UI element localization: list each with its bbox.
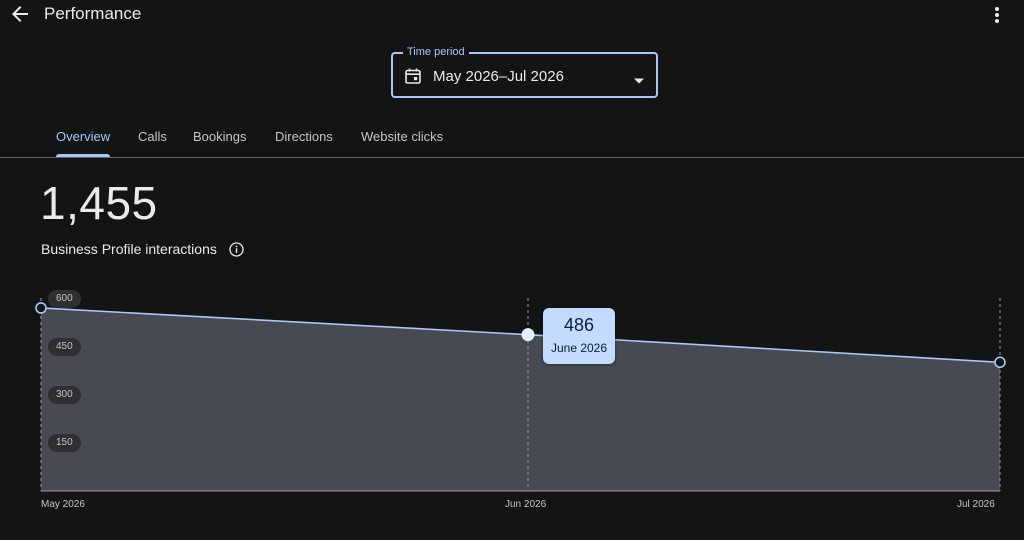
more-options-icon[interactable] [986,4,1008,26]
calendar-icon [404,67,422,85]
tooltip-value: 486 [563,315,595,335]
y-tick-label: 600 [48,290,81,308]
info-icon[interactable] [229,242,244,257]
total-interactions-value: 1,455 [40,177,158,229]
tooltip-label: June 2026 [550,341,608,355]
y-tick-label: 450 [48,338,81,356]
time-period-value: May 2026–Jul 2026 [433,68,564,85]
back-arrow-icon[interactable] [8,2,32,26]
tab-bookings[interactable]: Bookings [193,129,247,144]
time-period-select[interactable]: Time period May 2026–Jul 2026 [391,45,658,98]
active-tab-indicator [56,154,110,157]
time-period-label: Time period [403,45,469,59]
y-tick-label: 150 [48,434,81,452]
tab-bar: Overview Calls Bookings Directions Websi… [0,120,1024,158]
tab-calls[interactable]: Calls [138,129,167,144]
interactions-chart: 600 450 300 150 May 2026 Jun 2026 Jul 20… [0,280,1024,540]
data-point-highlighted [521,328,535,342]
tab-overview[interactable]: Overview [56,129,111,144]
data-point [35,302,47,314]
x-tick-label: Jun 2026 [505,499,547,510]
page-title: Performance [44,4,142,23]
top-bar: Performance [0,0,1024,30]
tab-directions[interactable]: Directions [275,129,333,144]
total-interactions-label: Business Profile interactions [41,241,217,257]
tab-website-clicks[interactable]: Website clicks [361,129,444,144]
dropdown-arrow-icon [633,72,645,84]
x-tick-label: May 2026 [41,499,85,510]
data-point [994,356,1006,369]
x-tick-label: Jul 2026 [957,499,995,510]
y-tick-label: 300 [48,386,81,404]
data-point-tooltip: 486 June 2026 [543,308,615,364]
series-area [41,307,1000,491]
chart-canvas [35,298,1006,492]
